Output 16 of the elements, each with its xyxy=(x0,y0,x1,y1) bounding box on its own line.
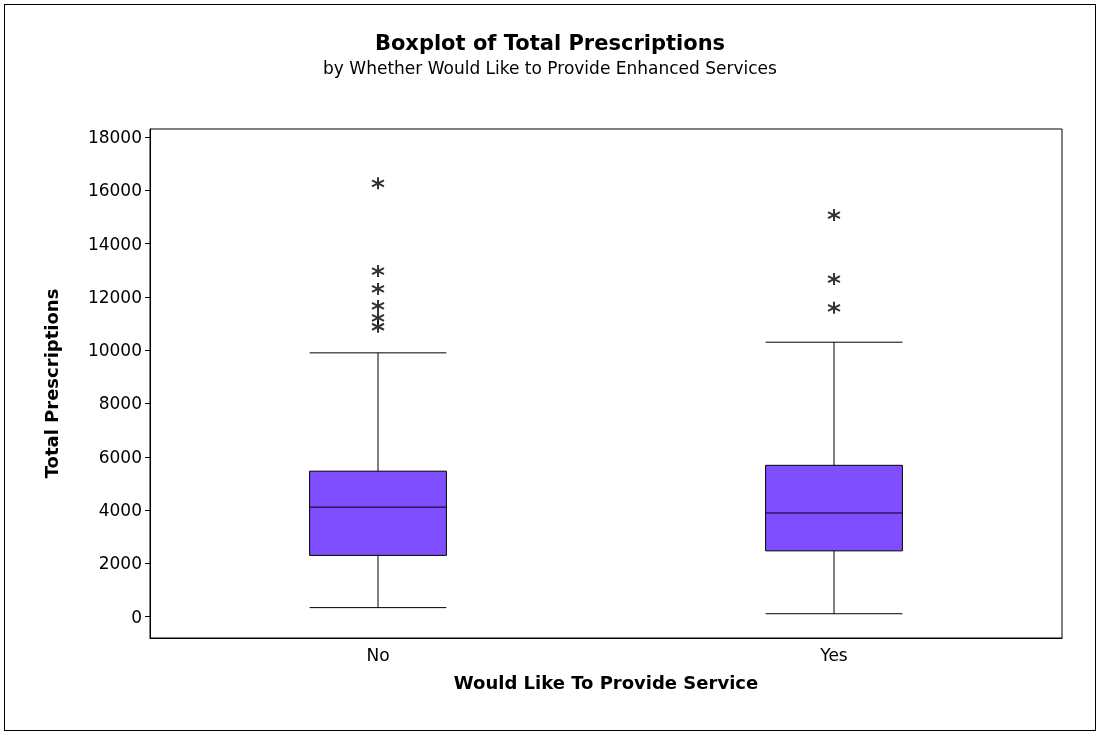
chart-title: Boxplot of Total Prescriptions xyxy=(374,30,726,55)
chart-subtitle: by Whether Would Like to Provide Enhanced Services xyxy=(323,57,778,78)
y-tick-label: 4000 xyxy=(98,500,142,521)
x-axis-title: Would Like To Provide Service xyxy=(453,671,759,693)
y-tick-label: 8000 xyxy=(98,393,142,414)
x-tick-label: No xyxy=(366,644,390,665)
y-tick-label: 2000 xyxy=(98,553,142,574)
y-tick-label: 6000 xyxy=(98,446,142,467)
y-tick-label: 18000 xyxy=(87,126,142,147)
y-axis-title: Total Prescriptions xyxy=(40,288,62,479)
y-tick-label: 14000 xyxy=(87,233,142,254)
y-tick-label: 0 xyxy=(131,606,142,627)
y-tick-label: 10000 xyxy=(87,340,142,361)
y-tick-label: 16000 xyxy=(87,180,142,201)
x-tick-label: Yes xyxy=(819,644,848,665)
y-tick-label: 12000 xyxy=(87,286,142,307)
